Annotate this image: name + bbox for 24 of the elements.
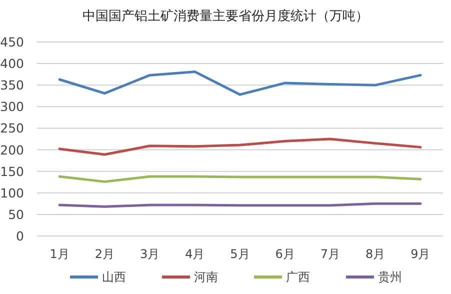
legend-label: 广西 <box>286 270 310 284</box>
legend-label: 河南 <box>194 270 218 284</box>
x-tick-label: 8月 <box>366 247 386 261</box>
x-tick-label: 9月 <box>410 247 430 261</box>
legend-label: 山西 <box>102 270 126 284</box>
y-tick-label: 0 <box>16 228 24 244</box>
y-tick-label: 200 <box>0 142 24 158</box>
y-tick-label: 250 <box>0 120 24 136</box>
y-tick-label: 400 <box>0 56 24 72</box>
y-tick-label: 150 <box>0 164 24 179</box>
y-tick-label: 300 <box>0 99 24 114</box>
y-tick-label: 100 <box>0 185 24 200</box>
x-tick-label: 6月 <box>275 247 295 261</box>
y-tick-label: 450 <box>0 34 24 50</box>
x-tick-label: 7月 <box>320 247 340 261</box>
y-tick-label: 50 <box>8 206 24 222</box>
y-tick-label: 350 <box>0 78 24 93</box>
x-tick-label: 1月 <box>50 247 70 261</box>
x-tick-label: 3月 <box>140 247 160 261</box>
x-tick-label: 5月 <box>230 247 250 261</box>
title: 中国国产铝土矿消费量主要省份月度统计（万吨） <box>82 9 368 24</box>
x-tick-label: 2月 <box>94 247 114 261</box>
legend-label: 贵州 <box>378 270 402 284</box>
x-tick-label: 4月 <box>185 247 205 261</box>
